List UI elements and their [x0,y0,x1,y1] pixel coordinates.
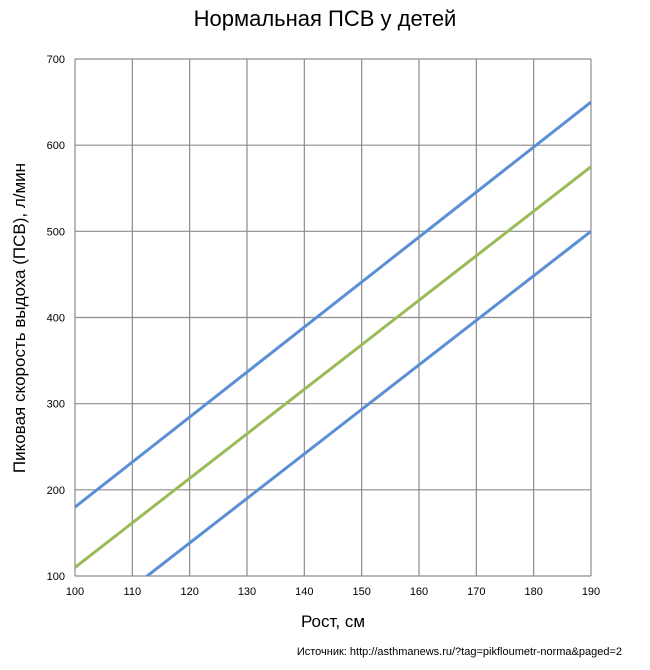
x-tick-label: 130 [238,586,256,598]
x-tick-label: 160 [410,586,428,598]
series-line-2 [75,165,591,569]
tick-labels: 100 200 300 400 500 600 700 100 110 120 130 140 150 1… [47,54,601,598]
x-tick-label: 110 [124,586,142,598]
y-tick-label: 600 [47,140,65,152]
x-tick-label: 140 [295,586,313,598]
y-tick-label: 300 [47,399,65,411]
y-tick-label: 100 [47,571,65,583]
x-tick-label: 120 [180,586,198,598]
y-tick-label: 700 [47,54,65,66]
x-axis-label: Рост, см [301,612,365,631]
source-note: Источник: http://asthmanews.ru/?tag=pikf… [296,646,622,658]
x-tick-label: 190 [582,586,600,598]
y-tick-label: 500 [47,226,65,238]
y-tick-label: 400 [47,313,65,325]
series-line-1 [75,100,591,509]
series-group [75,100,591,576]
y-tick-label: 200 [47,485,65,497]
x-tick-label: 180 [524,586,542,598]
x-tick-label: 100 [66,586,84,598]
chart-title: Нормальная ПСВ у детей [193,6,457,31]
series-line-3 [144,230,591,576]
x-tick-label: 150 [352,586,370,598]
grid [74,58,592,577]
y-axis-label: Пиковая скорость выдоха (ПСВ), л/мин [10,163,29,473]
x-tick-label: 170 [467,586,485,598]
